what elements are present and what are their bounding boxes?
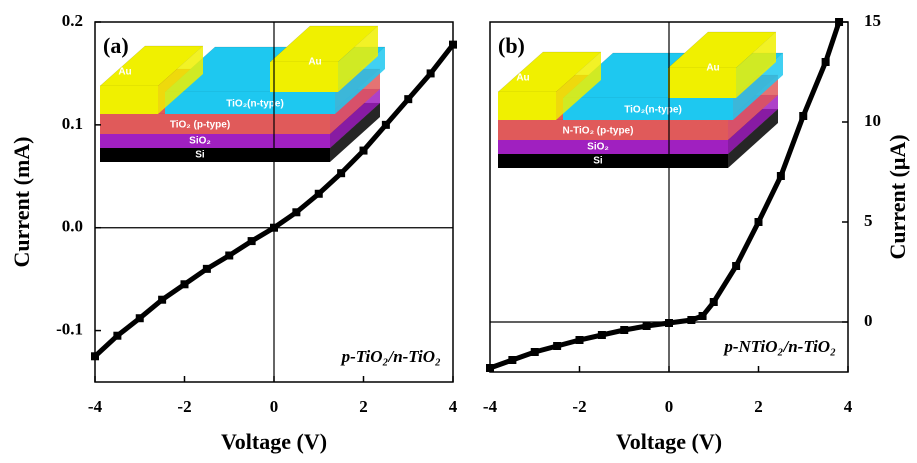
data-point bbox=[799, 112, 807, 120]
x-tick-label: -4 bbox=[483, 397, 498, 416]
oxide-front bbox=[100, 134, 330, 148]
data-point bbox=[732, 262, 740, 270]
oxide-front bbox=[498, 140, 728, 154]
inset-label: TiO₂ (p-type) bbox=[170, 120, 230, 131]
data-point bbox=[643, 322, 651, 330]
y-tick-label: 10 bbox=[864, 111, 881, 130]
y-tick-label: 0.1 bbox=[62, 114, 83, 133]
data-point bbox=[315, 190, 323, 198]
data-point bbox=[598, 331, 606, 339]
x-tick-label: 4 bbox=[449, 397, 458, 416]
data-point bbox=[360, 147, 368, 155]
data-point bbox=[382, 121, 390, 129]
data-point bbox=[270, 224, 278, 232]
inset-label: Si bbox=[593, 156, 603, 167]
x-tick-label: -4 bbox=[88, 397, 103, 416]
data-point bbox=[508, 356, 516, 364]
substrate-front bbox=[100, 148, 330, 162]
y-tick-label: -0.1 bbox=[56, 319, 83, 338]
data-point bbox=[710, 298, 718, 306]
electrode-front bbox=[498, 92, 556, 120]
y-axis-title: Current (μA) bbox=[885, 134, 910, 259]
data-point bbox=[699, 312, 707, 320]
data-point bbox=[835, 18, 843, 26]
data-point bbox=[531, 348, 539, 356]
x-tick-label: 2 bbox=[754, 397, 763, 416]
data-point bbox=[136, 314, 144, 322]
x-tick-label: -2 bbox=[572, 397, 586, 416]
data-point bbox=[91, 352, 99, 360]
x-axis-title: Voltage (V) bbox=[221, 429, 327, 454]
data-point bbox=[427, 69, 435, 77]
data-point bbox=[449, 41, 457, 49]
sample-label: p-NTiO₂/n-TiO₂ bbox=[722, 337, 836, 356]
x-axis-title: Voltage (V) bbox=[616, 429, 722, 454]
inset-label: Au bbox=[516, 73, 529, 84]
data-point bbox=[687, 316, 695, 324]
data-point bbox=[203, 265, 211, 273]
data-point bbox=[292, 208, 300, 216]
y-tick-label: 15 bbox=[864, 11, 881, 30]
panel-label: (a) bbox=[103, 33, 129, 58]
data-point bbox=[755, 218, 763, 226]
panel-label: (b) bbox=[498, 33, 525, 58]
inset-label: N-TiO₂ (p-type) bbox=[563, 126, 634, 137]
y-tick-label: 5 bbox=[864, 211, 873, 230]
inset-label: SiO₂ bbox=[189, 136, 211, 147]
y-axis-title: Current (mA) bbox=[9, 137, 34, 268]
inset-label: TiO₂(n-type) bbox=[624, 105, 682, 116]
data-point bbox=[113, 332, 121, 340]
electrode-front bbox=[100, 86, 158, 114]
data-point bbox=[248, 237, 256, 245]
data-point bbox=[158, 296, 166, 304]
inset-label: Au bbox=[706, 63, 719, 74]
x-tick-label: 2 bbox=[359, 397, 368, 416]
y-tick-label: 0.0 bbox=[62, 217, 83, 236]
figure: Au Au TiO₂(n-type) TiO₂ (p-type) SiO₂ Si -4 -2 0… bbox=[0, 0, 917, 463]
x-tick-label: -2 bbox=[177, 397, 191, 416]
x-tick-label: 0 bbox=[270, 397, 279, 416]
x-tick-label: 0 bbox=[665, 397, 674, 416]
inset-label: Au bbox=[118, 67, 131, 78]
data-point bbox=[337, 169, 345, 177]
electrode-front bbox=[270, 62, 338, 92]
data-point bbox=[576, 336, 584, 344]
sample-label: p-TiO₂/n-TiO₂ bbox=[340, 347, 441, 366]
electrode-front bbox=[668, 68, 736, 98]
data-point bbox=[404, 95, 412, 103]
inset-label: TiO₂(n-type) bbox=[226, 99, 284, 110]
inset-label: SiO₂ bbox=[587, 142, 609, 153]
data-point bbox=[665, 319, 673, 327]
data-point bbox=[620, 326, 628, 334]
y-tick-label: 0.2 bbox=[62, 11, 83, 30]
data-point bbox=[181, 280, 189, 288]
data-point bbox=[486, 364, 494, 372]
data-point bbox=[225, 251, 233, 259]
y-tick-label: 0 bbox=[864, 311, 873, 330]
data-point bbox=[553, 342, 561, 350]
x-tick-label: 4 bbox=[844, 397, 853, 416]
substrate-front bbox=[498, 154, 728, 168]
data-point bbox=[822, 58, 830, 66]
inset-label: Au bbox=[308, 57, 321, 68]
data-point bbox=[777, 172, 785, 180]
inset-label: Si bbox=[195, 150, 205, 161]
